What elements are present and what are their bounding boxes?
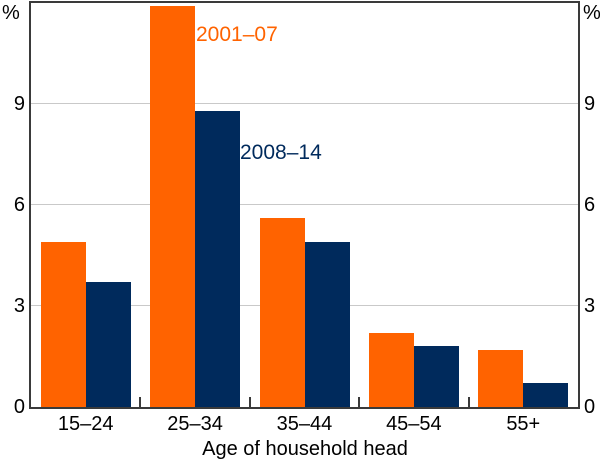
gridline	[31, 204, 578, 205]
x-tick-label: 45–54	[386, 413, 442, 435]
x-tick-label: 55+	[506, 413, 541, 435]
plot-area	[29, 1, 580, 409]
y-tick-label-left: 0	[13, 396, 25, 418]
gridline	[31, 103, 578, 104]
legend-series-2: 2008–14	[240, 141, 322, 164]
bar	[195, 110, 241, 407]
x-tick-label: 35–44	[276, 413, 333, 435]
y-unit-label-left: %	[2, 2, 20, 24]
bar	[150, 6, 196, 407]
bar	[259, 218, 305, 407]
legend-series-1: 2001–07	[196, 23, 278, 46]
x-axis-category-tick	[358, 397, 361, 407]
bar	[85, 282, 131, 407]
bar	[478, 349, 524, 407]
x-tick-label: 25–34	[167, 413, 223, 435]
bar	[40, 242, 86, 407]
bar	[523, 383, 569, 407]
x-axis-category-tick	[139, 397, 142, 407]
y-tick-label-left: 9	[13, 93, 25, 115]
x-tick-label: 15–24	[57, 413, 114, 435]
y-unit-label-right: %	[583, 2, 600, 24]
y-tick-label-right: 6	[584, 194, 596, 216]
x-axis-category-tick	[467, 397, 470, 407]
x-axis-category-tick	[248, 397, 251, 407]
bar	[304, 242, 350, 407]
bar	[368, 332, 414, 407]
bar	[413, 346, 459, 407]
y-tick-label-right: 0	[584, 396, 596, 418]
y-tick-label-left: 3	[13, 295, 25, 317]
x-axis-title: Age of household head	[202, 438, 408, 460]
y-tick-label-right: 3	[584, 295, 596, 317]
y-tick-label-right: 9	[584, 93, 596, 115]
y-tick-label-left: 6	[13, 194, 25, 216]
